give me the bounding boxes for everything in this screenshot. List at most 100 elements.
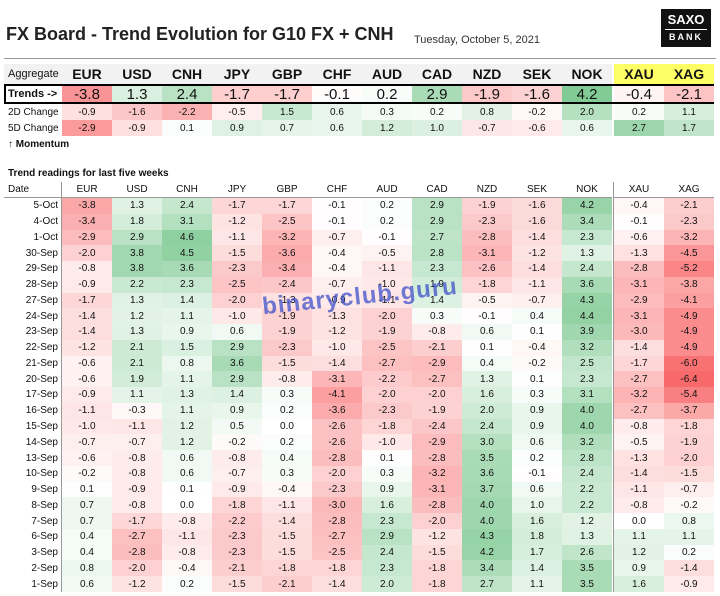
value-cell: -1.4 [262,513,312,529]
date-cell: 21-Sep [25,357,58,369]
value-cell: -1.8 [664,418,714,435]
date-cell: 13-Sep [25,452,58,464]
value-cell: -1.9 [462,86,512,103]
value-cell: 3.2 [562,339,612,356]
value-cell: 1.3 [562,245,612,262]
value-cell: -1.3 [262,292,312,309]
value-cell: -0.8 [412,324,462,340]
value-cell: -1.2 [512,245,562,262]
date-cell: 22-Sep [25,342,58,354]
column-header: SEK [512,64,562,84]
value-cell: -1.6 [512,198,562,214]
value-cell: -1.8 [462,276,512,293]
value-cell: -2.9 [62,120,112,136]
value-cell: -1.9 [462,198,512,214]
value-cell: -0.7 [212,465,262,482]
value-cell: 3.5 [462,450,512,466]
value-cell: -2.8 [614,261,664,277]
value-cell: -2.0 [412,387,462,403]
value-cell: -4.9 [664,308,714,325]
value-cell: -2.1 [664,86,714,103]
value-cell: -2.9 [412,355,462,372]
value-cell: 3.4 [562,213,612,230]
value-cell: 1.0 [512,497,562,514]
date-cell: 27-Sep [25,294,58,306]
value-cell: 2.9 [412,213,462,230]
value-cell: 4.0 [462,497,512,514]
column-header: AUD [362,64,412,84]
value-cell: -1.4 [62,324,112,340]
value-cell: 0.4 [62,528,112,545]
value-cell: -4.9 [664,339,714,356]
value-cell: 3.5 [562,576,612,592]
value-cell: -2.2 [362,371,412,388]
value-cell: -0.9 [112,481,162,498]
value-cell: -0.5 [212,104,262,120]
value-cell: 0.7 [62,497,112,514]
value-cell: -1.5 [262,544,312,561]
value-cell: -1.2 [312,324,362,340]
value-cell: -1.5 [262,355,312,372]
value-cell: -1.4 [512,229,562,246]
value-cell: -0.4 [512,339,562,356]
value-cell: -1.0 [362,276,412,293]
column-header: CNH [162,182,212,198]
value-cell: 2.9 [412,198,462,214]
value-cell: 2.3 [562,371,612,388]
value-cell: -0.9 [62,387,112,403]
value-cell: 0.3 [262,387,312,403]
value-cell: -2.3 [462,213,512,230]
value-cell: -0.8 [262,371,312,388]
value-cell: 1.2 [112,308,162,325]
value-cell: 1.2 [614,544,664,561]
column-header: NOK [562,64,612,84]
value-cell: -0.2 [212,434,262,451]
value-cell: -0.9 [312,292,362,309]
value-cell: 0.9 [212,120,262,136]
value-cell: 4.0 [562,402,612,419]
value-cell: 2.7 [614,120,664,136]
value-cell: 3.6 [562,276,612,293]
value-cell: -2.5 [362,339,412,356]
value-cell: 1.6 [512,513,562,529]
value-cell: 0.1 [162,120,212,136]
value-cell: -3.1 [462,245,512,262]
value-cell: -2.2 [162,104,212,120]
column-header: CAD [412,182,462,198]
column-header: CNH [162,64,212,84]
value-cell: -3.6 [262,245,312,262]
value-cell: -0.2 [62,465,112,482]
column-header: SEK [512,182,562,198]
value-cell: 2.0 [562,104,612,120]
value-cell: 2.4 [362,544,412,561]
value-cell: -0.5 [462,292,512,309]
value-cell: -2.6 [312,418,362,435]
value-cell: -2.3 [212,528,262,545]
value-cell: 0.6 [462,324,512,340]
value-cell: 4.3 [462,528,512,545]
value-cell: -3.8 [664,276,714,293]
value-cell: -2.7 [614,371,664,388]
value-cell: 0.2 [262,402,312,419]
date-cell: 20-Sep [25,373,58,385]
value-cell: 1.2 [362,120,412,136]
value-cell: -0.4 [614,86,664,103]
value-cell: -1.9 [262,324,312,340]
value-cell: 1.3 [112,292,162,309]
value-cell: 2.4 [562,465,612,482]
value-cell: 2.8 [412,245,462,262]
value-cell: -0.2 [512,104,562,120]
value-cell: -3.4 [62,213,112,230]
logo: SAXO BANK [661,9,711,47]
value-cell: 1.4 [162,292,212,309]
value-cell: -2.7 [614,402,664,419]
value-cell: 0.0 [162,497,212,514]
value-cell: 0.3 [362,465,412,482]
value-cell: 4.2 [562,86,612,103]
date-cell: 29-Sep [25,263,58,275]
value-cell: 0.9 [162,324,212,340]
value-cell: 0.6 [162,465,212,482]
value-cell: -0.8 [112,450,162,466]
separator [613,182,614,592]
value-cell: -1.8 [362,418,412,435]
